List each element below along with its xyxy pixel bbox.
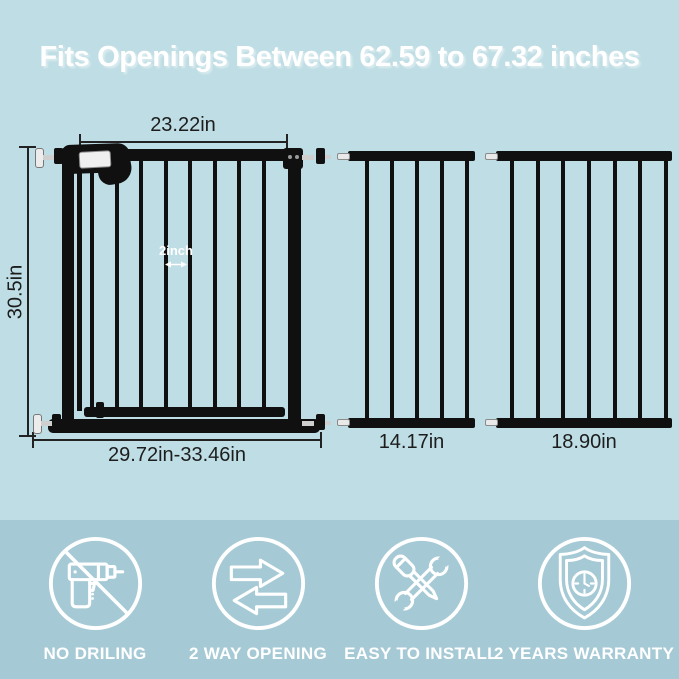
pressure-screw-knob [54,148,63,164]
shield-warranty-icon [537,536,631,631]
extension-bar [638,159,643,420]
pressure-screw-stem [302,421,314,426]
pressure-screw-knob [316,414,325,430]
gate-frame-post-left [62,148,74,433]
tools-icon [374,536,468,631]
gate-frame-post-right [288,148,301,433]
pressure-screw-knob [52,414,61,430]
extension-bar [510,159,514,420]
measure-tick [32,432,34,448]
measure-tick [79,134,81,150]
extension-bar [587,159,591,420]
feature-easy-install: EASY TO INSTALL [344,535,498,679]
gate-door-bottom-rail [84,407,285,417]
features-row: NO DRILING 2 WAY OPENING [0,520,679,679]
pressure-screw-tip [325,421,331,425]
extension-bar [664,159,668,420]
bar-spacing-label: 2inch [159,243,193,258]
double-arrow-icon [165,261,187,268]
measure-tick [320,432,322,448]
extension-bar [365,159,369,420]
measure-tick [19,146,36,148]
extension-bar [440,159,444,420]
gate-frame-bottom-bar [48,419,320,433]
pressure-screw-stem [41,421,53,426]
feature-label: 2 WAY OPENING [188,644,328,663]
extension-panel-large [485,151,672,428]
page-title: Fits Openings Between 62.59 to 67.32 inc… [39,41,640,73]
base-width-label: 29.72in-33.46in [108,444,246,466]
door-width-label: 23.22in [150,114,216,136]
extension-connector-pin [485,153,498,160]
feature-label: 2 YEARS WARRANTY [493,644,675,663]
extension-bar [561,159,566,420]
pressure-screw-knob [316,148,325,164]
feature-label: NO DRILING [43,644,147,663]
extension-bar [612,159,617,420]
gate-hinge-bracket [283,148,303,169]
feature-no-drilling: NO DRILING [43,535,146,679]
gate-door-left-stile [77,153,82,411]
extension-bar [535,159,540,420]
extension-bar [415,159,419,420]
measure-tick [286,134,288,150]
extension-connector-pin [337,419,350,426]
extension-large-label: 18.90in [551,431,617,453]
feature-warranty: 2 YEARS WARRANTY [494,535,674,679]
extension-small-label: 14.17in [378,431,445,453]
extension-panel-small [337,151,475,428]
gate-bottom-latch-pin [96,402,104,418]
base-width-measure-line [33,439,322,441]
background-top [0,0,679,520]
extension-bottom-rail [348,418,475,428]
gate-height-measure-line [27,147,29,437]
extension-bar [390,159,394,420]
extension-top-rail [496,151,672,161]
gate-height-label: 30.5in [4,264,27,320]
gate-latch-button [78,150,112,169]
two-way-arrows-icon [211,536,305,631]
feature-two-way-opening: 2 WAY OPENING [189,535,327,679]
pressure-screw-tip [325,155,331,159]
extension-connector-pin [337,153,350,160]
no-drilling-icon [48,536,142,631]
measure-tick [19,435,36,437]
pressure-screw-stem [43,155,55,160]
door-width-measure-line [80,141,287,143]
extension-top-rail [348,151,475,161]
feature-label: EASY TO INSTALL [344,644,498,663]
hinge-screw-dot [295,155,299,159]
extension-bar [465,159,469,420]
hinge-screw-dot [288,155,292,159]
pressure-screw-stem [302,155,314,160]
extension-bottom-rail [496,418,672,428]
extension-connector-pin [485,419,498,426]
